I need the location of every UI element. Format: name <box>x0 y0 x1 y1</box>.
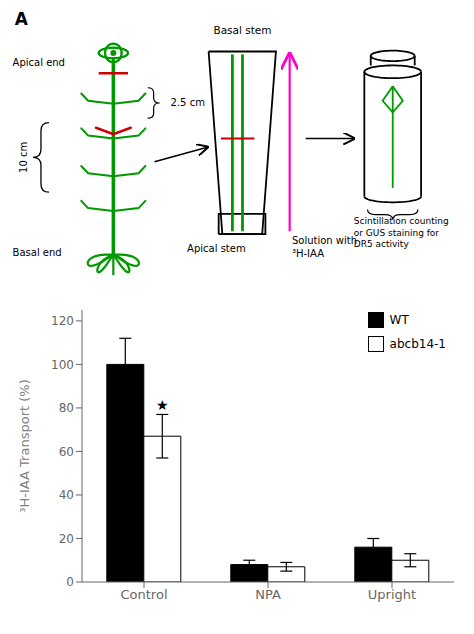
svg-text:NPA: NPA <box>255 587 281 602</box>
svg-text:A: A <box>15 9 29 29</box>
svg-text:Scintillation counting: Scintillation counting <box>354 216 449 226</box>
svg-text:³H-IAA Transport (%): ³H-IAA Transport (%) <box>17 379 32 512</box>
svg-text:Basal end: Basal end <box>13 247 62 258</box>
svg-text:2.5 cm: 2.5 cm <box>171 97 205 108</box>
svg-text:Basal stem: Basal stem <box>213 24 271 36</box>
svg-text:Apical stem: Apical stem <box>187 243 246 254</box>
svg-text:40: 40 <box>59 488 74 502</box>
svg-text:10 cm: 10 cm <box>18 142 29 173</box>
html-text:abcb14-1: abcb14-1 <box>389 337 446 351</box>
svg-text:Control: Control <box>121 587 168 602</box>
svg-text:★: ★ <box>156 397 169 413</box>
svg-text:³H-IAA: ³H-IAA <box>292 248 324 259</box>
svg-text:0: 0 <box>66 575 74 589</box>
svg-text:60: 60 <box>59 445 74 459</box>
svg-text:or GUS staining for: or GUS staining for <box>354 228 440 238</box>
svg-text:20: 20 <box>59 532 74 546</box>
svg-text:80: 80 <box>59 401 74 415</box>
svg-text:Upright: Upright <box>368 587 416 602</box>
svg-text:Apical end: Apical end <box>13 57 65 68</box>
svg-text:120: 120 <box>51 314 74 328</box>
svg-text:Solution with: Solution with <box>292 235 357 246</box>
svg-text:DR5 activity: DR5 activity <box>354 239 410 249</box>
svg-text:100: 100 <box>51 358 74 372</box>
html-text:WT: WT <box>389 313 409 327</box>
